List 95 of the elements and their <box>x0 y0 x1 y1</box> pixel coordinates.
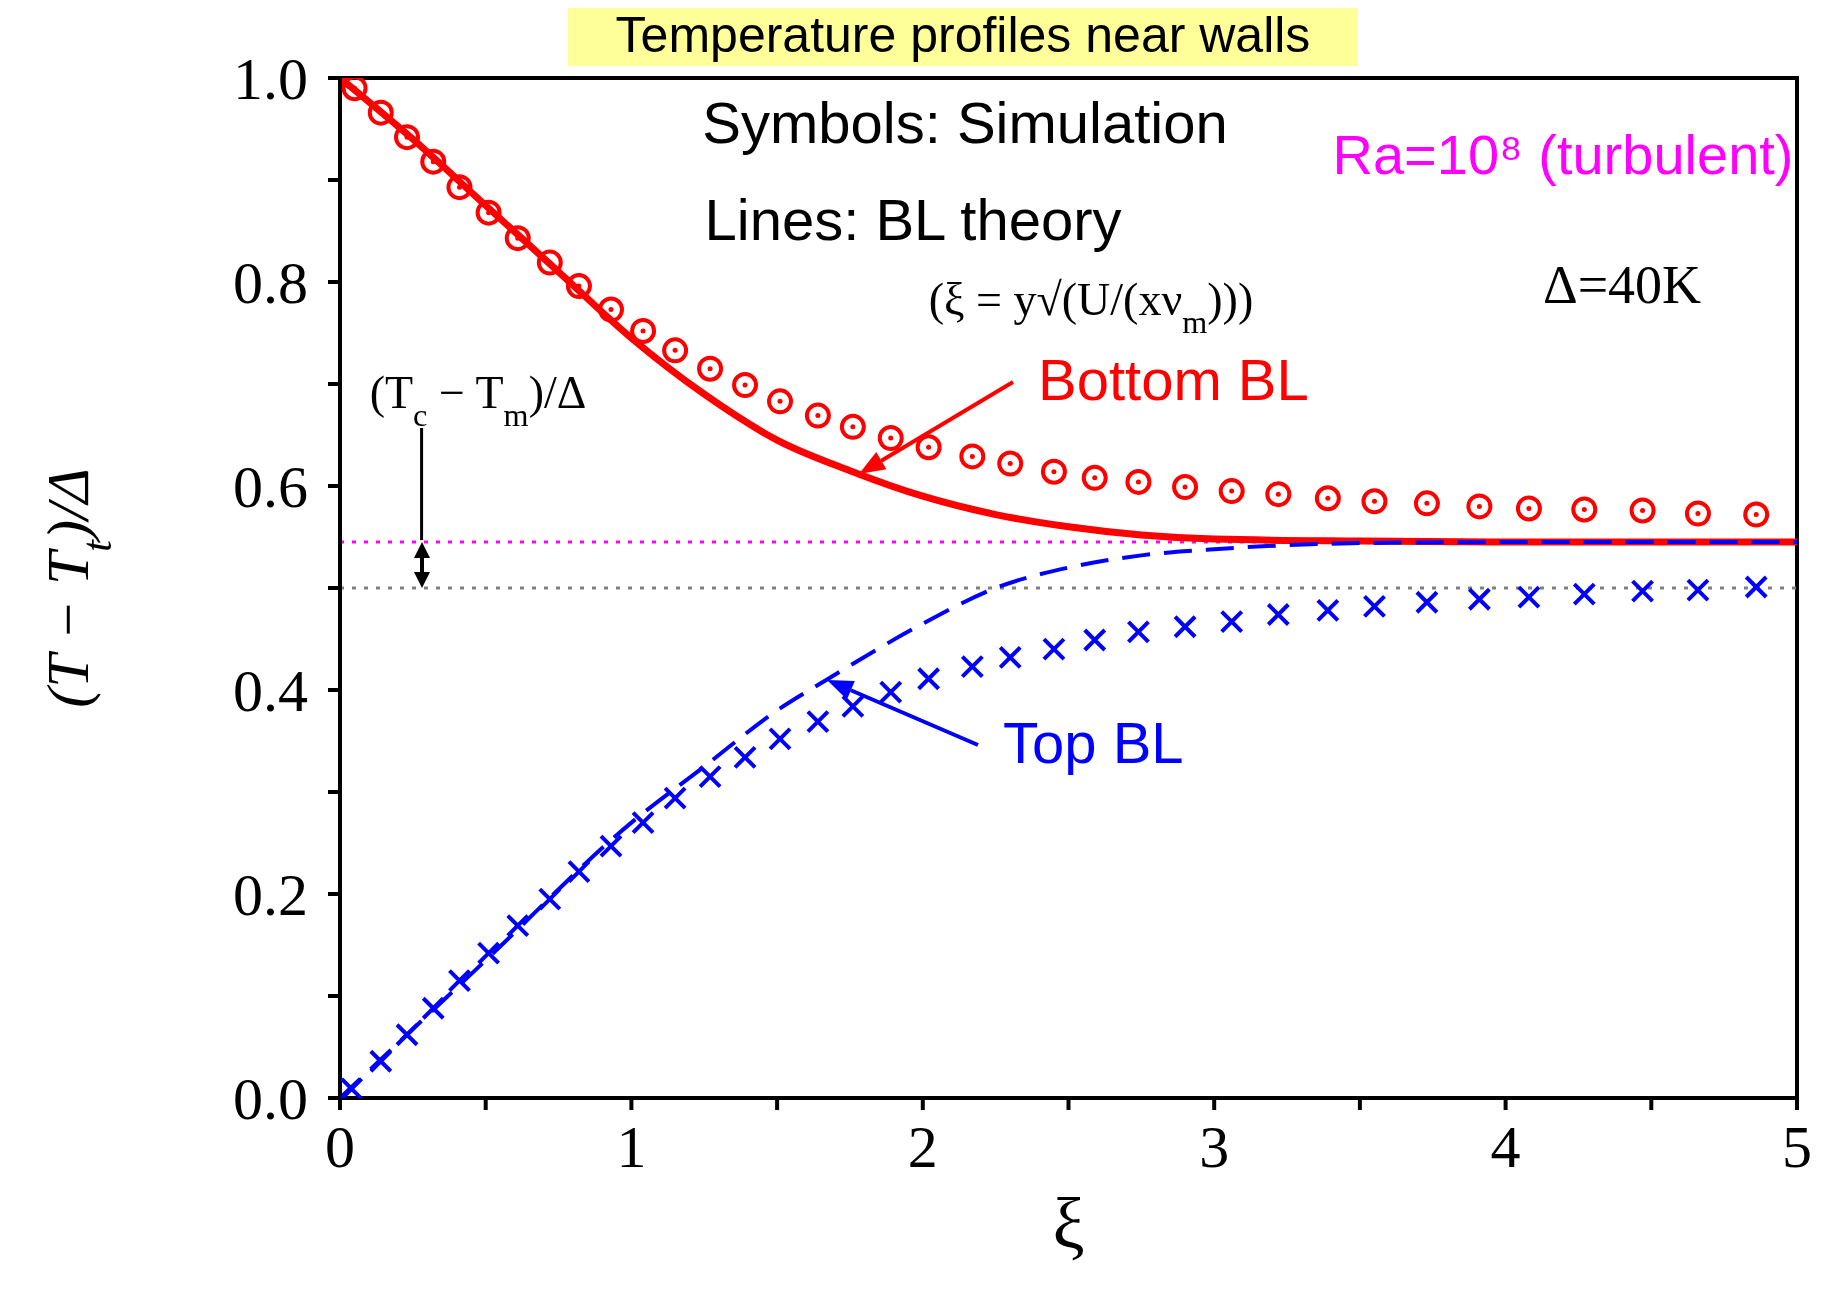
point <box>1082 628 1107 653</box>
annotation: Symbols: Simulation <box>702 90 1228 155</box>
y-tick-label: 0.6 <box>233 454 308 521</box>
point <box>367 99 394 126</box>
point <box>394 124 421 151</box>
point <box>916 666 941 691</box>
point <box>698 764 723 789</box>
point <box>768 726 793 751</box>
point <box>1572 582 1597 607</box>
point <box>1314 485 1341 512</box>
point <box>1315 598 1340 623</box>
point <box>1040 458 1067 485</box>
point <box>599 834 623 859</box>
point <box>1685 578 1710 603</box>
point <box>998 645 1023 670</box>
point <box>1414 590 1439 615</box>
point <box>1684 500 1711 527</box>
annotation: Δ=40K <box>1542 255 1702 315</box>
point <box>877 425 904 452</box>
point <box>839 413 866 440</box>
point <box>1629 497 1656 524</box>
point <box>1516 585 1541 610</box>
point <box>1743 501 1770 528</box>
point <box>1125 468 1152 495</box>
point <box>767 388 794 415</box>
point <box>631 810 656 835</box>
annotation: Lines: BL theory <box>704 187 1122 252</box>
point <box>368 1049 393 1074</box>
point <box>1467 587 1492 612</box>
point <box>732 372 759 399</box>
point <box>630 317 657 344</box>
point <box>566 859 591 884</box>
annotation: Bottom BL <box>1038 347 1309 412</box>
point <box>878 680 903 705</box>
x-tick-label: 3 <box>1199 1113 1230 1180</box>
point <box>1466 493 1493 520</box>
x-tick-label: 4 <box>1490 1113 1521 1180</box>
y-tick-label: 0.0 <box>233 1066 308 1133</box>
annotation: (ξ = y√(U/(xν$_{m}$))) <box>928 274 1254 340</box>
point <box>537 887 562 912</box>
y-tick-label: 0.8 <box>233 250 308 317</box>
point <box>565 273 592 300</box>
point <box>915 434 942 461</box>
point <box>341 78 368 102</box>
x-tick-label: 5 <box>1782 1113 1812 1180</box>
point <box>1266 602 1291 627</box>
x-tick-label: 1 <box>616 1113 647 1180</box>
point <box>1265 481 1292 508</box>
point <box>421 996 446 1021</box>
y-tick-label: 1.0 <box>233 46 308 113</box>
point <box>536 249 563 276</box>
point <box>697 355 724 382</box>
point <box>1744 574 1769 599</box>
point <box>1571 496 1598 523</box>
point <box>1413 490 1440 517</box>
point <box>1126 619 1151 644</box>
chart-title: Temperature profiles near walls <box>615 7 1311 63</box>
point <box>395 1022 420 1047</box>
point <box>476 941 501 966</box>
line-series <box>340 540 1797 1098</box>
point <box>446 174 473 201</box>
point <box>959 443 986 470</box>
point <box>805 709 830 734</box>
point <box>420 148 447 175</box>
point <box>960 654 985 679</box>
point <box>447 968 472 993</box>
point <box>1173 614 1198 639</box>
annotation: (T$_{c}$ − T$_{m}$)/Δ <box>369 367 587 433</box>
point <box>1630 579 1655 604</box>
y-tick-label: 0.2 <box>233 862 308 929</box>
annotation: Ra=10⁸ (turbulent) <box>1332 123 1794 186</box>
point <box>1218 478 1245 505</box>
point <box>1041 637 1066 662</box>
point <box>598 296 624 323</box>
point <box>1081 464 1108 491</box>
point <box>340 1076 364 1098</box>
point <box>1515 495 1542 522</box>
point <box>475 199 502 226</box>
point <box>504 225 531 252</box>
point <box>1361 488 1388 515</box>
x-tick-label: 0 <box>325 1113 355 1180</box>
point <box>505 913 530 938</box>
point <box>733 745 758 770</box>
point <box>1172 474 1199 501</box>
y-tick-label: 0.4 <box>233 658 308 725</box>
point <box>1219 609 1244 634</box>
point <box>804 402 831 429</box>
point <box>662 337 689 364</box>
point <box>997 450 1024 477</box>
point <box>1362 594 1387 619</box>
annotation: Top BL <box>1003 710 1184 775</box>
x-axis-title: ξ <box>1052 1184 1085 1264</box>
x-tick-label: 2 <box>907 1113 938 1180</box>
point <box>840 694 865 719</box>
point <box>663 786 688 811</box>
